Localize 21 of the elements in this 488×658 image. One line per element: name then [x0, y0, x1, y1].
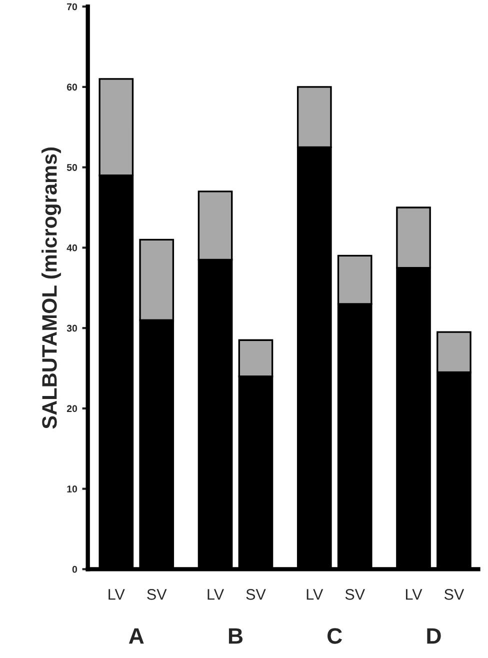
x-tick-label: SV — [246, 589, 266, 600]
text: B — [228, 628, 243, 644]
y-tick-label: 50 — [66, 164, 78, 171]
text: C — [328, 628, 342, 644]
y-tick-label: 70 — [67, 3, 78, 10]
y-tick-label: 20 — [66, 405, 78, 412]
text: D — [427, 628, 441, 644]
x-tick-label: SV — [147, 589, 167, 600]
x-tick-label: LV — [108, 589, 125, 600]
x-tick-label: SV — [345, 589, 365, 600]
y-tick-label: 30 — [66, 324, 78, 332]
x-tick-label: LV — [406, 589, 422, 600]
x-tick-label: SV — [444, 589, 464, 600]
x-tick-label: LV — [208, 589, 224, 600]
x-tick-label: LV — [306, 589, 324, 600]
y-axis-title: SALBUTAMOL (micrograms) — [42, 147, 62, 429]
y-tick-label: 10 — [67, 486, 78, 492]
text: A — [128, 628, 144, 644]
y-tick-label: 40 — [66, 244, 78, 252]
y-tick-label: 0 — [72, 566, 78, 573]
y-tick-label: 60 — [66, 84, 78, 91]
